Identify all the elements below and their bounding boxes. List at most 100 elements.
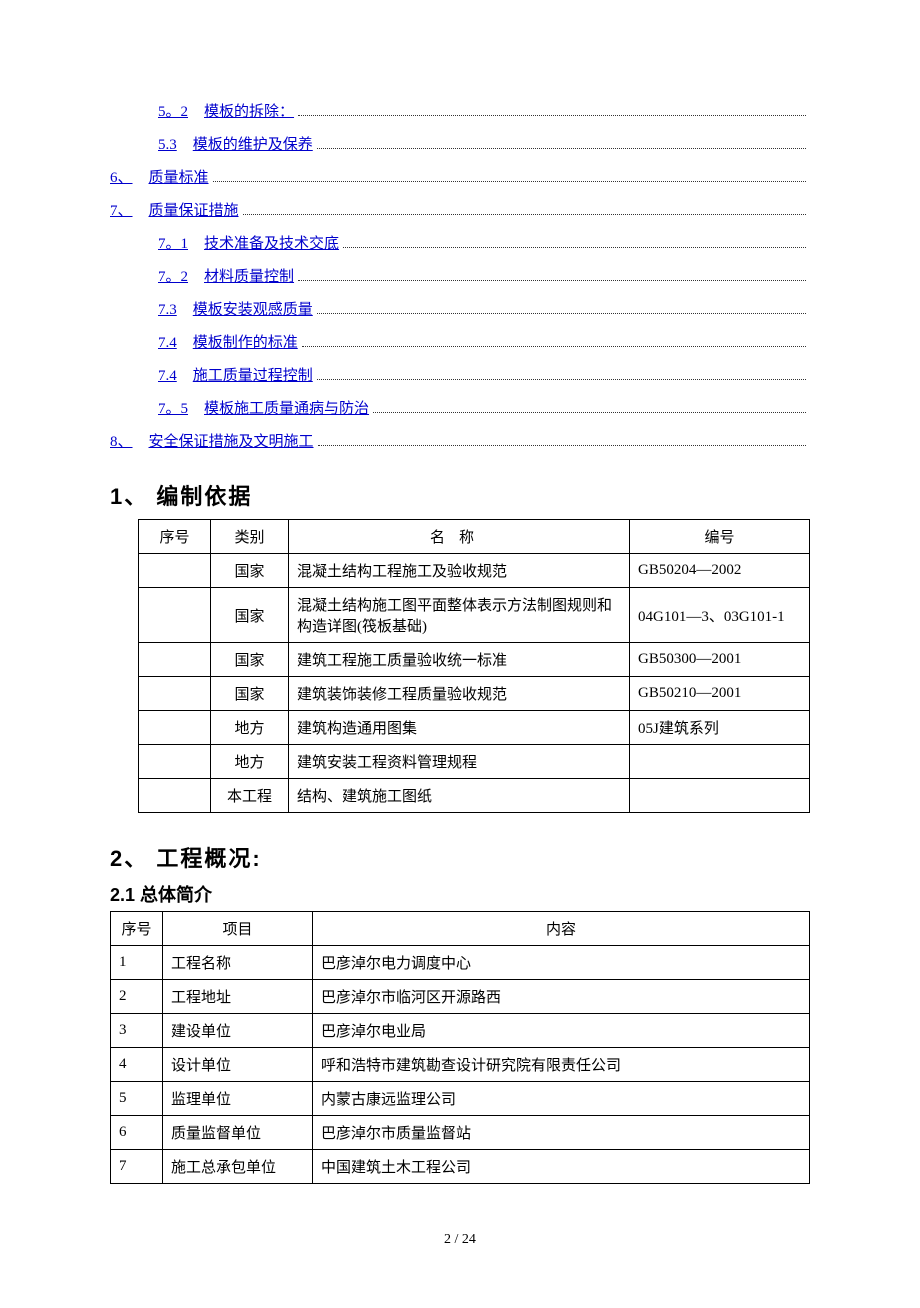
- toc-num: 7、: [110, 203, 133, 219]
- cell: 地方: [211, 745, 289, 779]
- cell: [630, 745, 810, 779]
- toc-link[interactable]: 7.3 模板安装观感质量: [158, 298, 313, 319]
- toc-label: 质量保证措施: [149, 203, 239, 219]
- table-row: 国家混凝土结构施工图平面整体表示方法制图规则和构造详图(筏板基础)04G101—…: [139, 588, 810, 643]
- table-row: 1工程名称巴彦淖尔电力调度中心: [111, 946, 810, 980]
- toc-entry: 7.4 施工质量过程控制: [110, 364, 810, 385]
- cell: [139, 554, 211, 588]
- cell: 04G101—3、03G101-1: [630, 588, 810, 643]
- toc-num: 7。5: [158, 401, 188, 417]
- toc-link[interactable]: 5.3 模板的维护及保养: [158, 133, 313, 154]
- toc-label: 技术准备及技术交底: [204, 236, 339, 252]
- cell: 05J建筑系列: [630, 711, 810, 745]
- cell: 4: [111, 1048, 163, 1082]
- cell: 7: [111, 1150, 163, 1184]
- cell: 建设单位: [163, 1014, 313, 1048]
- table-row: 地方建筑安装工程资料管理规程: [139, 745, 810, 779]
- table-row: 国家建筑工程施工质量验收统一标准GB50300—2001: [139, 643, 810, 677]
- toc-label: 模板施工质量通病与防治: [204, 401, 369, 417]
- table-row: 7施工总承包单位中国建筑土木工程公司: [111, 1150, 810, 1184]
- toc-link[interactable]: 8、安全保证措施及文明施工: [110, 430, 314, 451]
- toc-entry: 7.4模板制作的标准: [110, 331, 810, 352]
- cell: 建筑构造通用图集: [289, 711, 630, 745]
- cell: 本工程: [211, 779, 289, 813]
- cell: 混凝土结构施工图平面整体表示方法制图规则和构造详图(筏板基础): [289, 588, 630, 643]
- table-row: 3建设单位巴彦淖尔电业局: [111, 1014, 810, 1048]
- cell: 工程名称: [163, 946, 313, 980]
- col-item: 项目: [163, 912, 313, 946]
- table-row: 国家混凝土结构工程施工及验收规范GB50204—2002: [139, 554, 810, 588]
- cell: [139, 711, 211, 745]
- toc-dots: [343, 247, 806, 248]
- cell: 地方: [211, 711, 289, 745]
- toc-dots: [317, 313, 806, 314]
- cell: 呼和浩特市建筑勘查设计研究院有限责任公司: [313, 1048, 810, 1082]
- cell: 巴彦淖尔市质量监督站: [313, 1116, 810, 1150]
- col-number: 编号: [630, 520, 810, 554]
- cell: 建筑安装工程资料管理规程: [289, 745, 630, 779]
- toc-entry: 7。1 技术准备及技术交底: [110, 232, 810, 253]
- toc-label: 模板安装观感质量: [193, 302, 313, 318]
- toc-link[interactable]: 7。5 模板施工质量通病与防治: [158, 397, 369, 418]
- cell: 建筑装饰装修工程质量验收规范: [289, 677, 630, 711]
- cell: 工程地址: [163, 980, 313, 1014]
- toc-entry: 8、安全保证措施及文明施工: [110, 430, 810, 451]
- col-seq: 序号: [111, 912, 163, 946]
- toc-num: 8、: [110, 434, 133, 450]
- toc-link[interactable]: 5。2模板的拆除：: [158, 100, 294, 121]
- toc-entry: 5.3 模板的维护及保养: [110, 133, 810, 154]
- toc-num: 7.4: [158, 368, 177, 384]
- table-of-contents: 5。2模板的拆除： 5.3 模板的维护及保养 6、质量标准 7、质量保证措施 7。…: [110, 100, 810, 451]
- cell: 1: [111, 946, 163, 980]
- toc-dots: [298, 280, 806, 281]
- cell: 5: [111, 1082, 163, 1116]
- overview-table: 序号 项目 内容 1工程名称巴彦淖尔电力调度中心 2工程地址巴彦淖尔市临河区开源…: [110, 911, 810, 1184]
- toc-label: 质量标准: [149, 170, 209, 186]
- section-2-subheading: 2.1 总体简介: [110, 881, 810, 907]
- toc-label: 施工质量过程控制: [193, 368, 313, 384]
- table-header-row: 序号 类别 名称 编号: [139, 520, 810, 554]
- toc-num: 7。1: [158, 236, 188, 252]
- toc-entry: 5。2模板的拆除：: [110, 100, 810, 121]
- toc-link[interactable]: 7.4模板制作的标准: [158, 331, 298, 352]
- toc-link[interactable]: 7。2材料质量控制: [158, 265, 294, 286]
- toc-num: 7。2: [158, 269, 188, 285]
- section-1-table-wrap: 序号 类别 名称 编号 国家混凝土结构工程施工及验收规范GB50204—2002…: [138, 519, 810, 813]
- table-row: 6质量监督单位巴彦淖尔市质量监督站: [111, 1116, 810, 1150]
- cell: 国家: [211, 643, 289, 677]
- table-row: 4设计单位呼和浩特市建筑勘查设计研究院有限责任公司: [111, 1048, 810, 1082]
- cell: 建筑工程施工质量验收统一标准: [289, 643, 630, 677]
- toc-link[interactable]: 7.4 施工质量过程控制: [158, 364, 313, 385]
- table-header-row: 序号 项目 内容: [111, 912, 810, 946]
- toc-entry: 7。2材料质量控制: [110, 265, 810, 286]
- cell: 国家: [211, 588, 289, 643]
- cell: [139, 779, 211, 813]
- toc-dots: [243, 214, 806, 215]
- cell: 国家: [211, 677, 289, 711]
- toc-num: 6、: [110, 170, 133, 186]
- toc-dots: [318, 445, 806, 446]
- toc-dots: [302, 346, 806, 347]
- cell: [139, 588, 211, 643]
- toc-label: 模板的拆除：: [204, 104, 294, 120]
- col-category: 类别: [211, 520, 289, 554]
- page-number: 2 / 24: [110, 1232, 810, 1248]
- cell: 巴彦淖尔市临河区开源路西: [313, 980, 810, 1014]
- basis-table: 序号 类别 名称 编号 国家混凝土结构工程施工及验收规范GB50204—2002…: [138, 519, 810, 813]
- toc-link[interactable]: 6、质量标准: [110, 166, 209, 187]
- table-row: 国家建筑装饰装修工程质量验收规范GB50210—2001: [139, 677, 810, 711]
- cell: 中国建筑土木工程公司: [313, 1150, 810, 1184]
- cell: [630, 779, 810, 813]
- cell: GB50204—2002: [630, 554, 810, 588]
- toc-link[interactable]: 7、质量保证措施: [110, 199, 239, 220]
- section-1-heading: 1、 编制依据: [110, 479, 810, 511]
- toc-label: 模板的维护及保养: [193, 137, 313, 153]
- cell: 施工总承包单位: [163, 1150, 313, 1184]
- toc-num: 7.3: [158, 302, 177, 318]
- toc-dots: [373, 412, 806, 413]
- section-2-heading: 2、 工程概况:: [110, 841, 810, 873]
- cell: 结构、建筑施工图纸: [289, 779, 630, 813]
- toc-dots: [317, 379, 806, 380]
- toc-num: 5.3: [158, 137, 177, 153]
- toc-link[interactable]: 7。1 技术准备及技术交底: [158, 232, 339, 253]
